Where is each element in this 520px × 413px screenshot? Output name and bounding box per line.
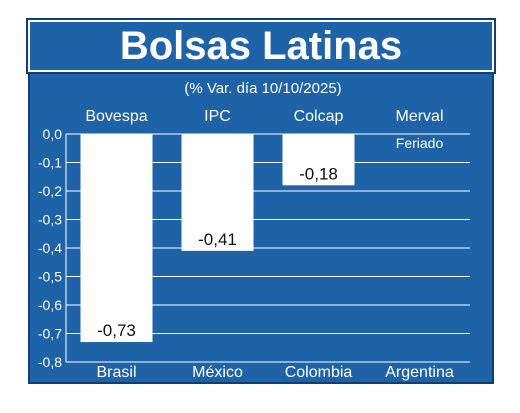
index-label: Merval [395,108,443,125]
title-banner: Bolsas Latinas [26,18,496,74]
y-tick-label: 0,0 [43,126,63,142]
bar [282,134,355,186]
bar [80,134,153,343]
y-tick-label: -0,5 [38,269,62,285]
bar [181,134,254,251]
data-label: -0,18 [299,164,338,183]
chart-title: Bolsas Latinas [119,24,403,68]
y-tick-label: -0,3 [38,212,62,228]
y-tick-label: -0,4 [38,240,62,256]
data-label: -0,73 [97,321,136,340]
y-tick-label: -0,7 [38,326,62,342]
index-label: Colcap [294,108,344,125]
bar-note: Feriado [396,135,444,151]
data-label: -0,41 [198,230,237,249]
chart-subtitle: (% Var. día 10/10/2025) [184,80,341,97]
category-label: Brasil [96,364,136,381]
y-tick-label: -0,1 [38,155,62,171]
y-tick-label: -0,6 [38,297,62,313]
index-label: Bovespa [85,108,147,125]
category-label: Colombia [285,364,353,381]
y-tick-label: -0,8 [38,354,62,370]
category-label: México [192,364,243,381]
y-tick-label: -0,2 [38,183,62,199]
category-label: Argentina [385,364,454,381]
index-label: IPC [204,108,231,125]
